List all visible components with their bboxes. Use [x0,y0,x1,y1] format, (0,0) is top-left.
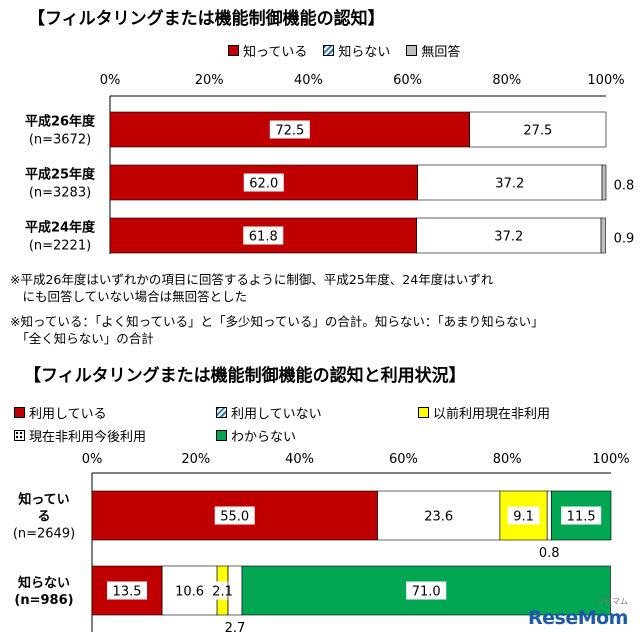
legend-label: 利用している [29,407,107,422]
data-label-box [206,581,239,600]
x-tick-label: 80% [493,452,522,467]
legend-item-no-answer: 無回答 [406,41,460,60]
data-label-box [269,120,310,139]
x-tick-label: 20% [195,73,224,88]
chart1-note-2: にも回答していない場合は無回答とした [10,289,248,304]
bar-segment [600,217,606,254]
data-label: 55.0 [220,510,249,525]
category-label: る [37,510,50,525]
data-label-box [243,226,284,245]
dotted-white-swatch [14,430,25,441]
chart1-title: 【フィルタリングまたは機能制御機能の認知】 [28,9,385,29]
data-label-box [507,506,540,525]
resemom-logo: リセマム ReseMom [528,596,628,629]
legend-label: 利用していない [231,407,322,422]
data-label: 2.7 [225,621,246,633]
legend-item-future-use: 現在非利用今後利用 [14,426,146,445]
legend-label: わからない [231,430,297,445]
data-label: 61.8 [249,230,278,245]
solid-red-swatch [228,45,239,56]
category-label: 平成24年度 [25,220,96,236]
legend-label: 現在非利用今後利用 [29,430,147,445]
data-label: 71.0 [412,585,441,600]
legend-item-dont-know: わからない [216,426,296,445]
data-label: 13.5 [113,585,142,600]
solid-red-swatch [14,407,25,418]
data-label: 11.5 [567,510,596,525]
x-tick-label: 60% [393,73,422,88]
data-label: 10.6 [175,585,204,600]
data-label-box [169,581,210,600]
legend-item-previously-used: 以前利用現在非利用 [418,403,550,422]
legend-item-unknown: 知らない [323,41,390,60]
x-tick-label: 0% [82,452,103,467]
x-tick-label: 40% [294,73,323,88]
data-label-box [561,506,602,525]
data-label-box [488,226,529,245]
data-label-box [517,120,558,139]
x-tick-label: 100% [592,452,629,467]
hatched-blue-swatch [323,45,335,56]
x-tick-label: 40% [285,452,314,467]
category-label: (n=3672) [29,133,91,148]
legend-label: 知っている [243,45,308,60]
data-label-box [418,506,459,525]
gray-swatch [406,45,418,56]
chart1-plot: 0% 20% 40% 60% 80% 100% 平成26年度 (n=3672) 72.5 27.5… [25,73,635,254]
bar-segment [546,490,552,541]
green-swatch [216,430,227,441]
data-label: 37.2 [494,230,523,245]
legend-label: 無回答 [421,45,461,60]
category-label: (n=986) [14,593,73,608]
x-tick-label: 0% [100,73,121,88]
category-label: (n=3283) [29,186,91,201]
data-label: 37.2 [495,177,524,192]
category-label: 知らない [18,575,70,591]
data-label: 9.1 [513,510,534,525]
chart2-title: 【フィルタリングまたは機能制御機能の認知と利用状況】 [24,366,466,386]
legend-item-not-using: 利用していない [216,403,322,422]
data-label-box [214,506,255,525]
hatched-blue-swatch [216,407,227,418]
data-label: 27.5 [523,124,552,139]
data-label: 0.8 [539,546,560,561]
logo-text: ReseMom [528,607,628,629]
x-tick-label: 80% [492,73,521,88]
data-label: 62.0 [249,177,278,192]
x-tick-label: 100% [587,73,624,88]
category-label: 知ってい [18,492,69,508]
legend-item-known: 知っている [228,41,307,60]
category-label: 平成26年度 [25,114,96,130]
data-label-box [489,173,530,192]
data-label-box [107,581,148,600]
data-label-box [243,173,284,192]
chart1-note-1: ※平成26年度はいずれかの項目に回答するように制御、平成25年度、24年度はいず… [10,272,494,287]
chart1-note-4: 「全く知らない」の合計 [10,331,154,346]
category-label: (n=2221) [29,239,91,254]
data-label: 0.8 [614,179,635,194]
data-label: 2.1 [212,585,233,600]
data-label: 23.6 [424,510,453,525]
data-label-box [406,581,447,600]
data-label: 72.5 [275,124,304,139]
data-label: 0.9 [614,232,635,247]
chart1-note-3: ※知っている：「よく知っている」と「多少知っている」の合計。知らない：「あまり知… [10,314,544,329]
legend-item-using: 利用している [14,403,107,422]
logo-sub: リセマム [595,597,628,606]
chart2-plot: 0% 20% 40% 60% 80% 100% 知っている (n=2649) 55.0 23.6 9… [13,452,630,633]
chart1-legend: 知っている 知らない 無回答 [228,41,460,60]
x-tick-label: 60% [389,452,418,467]
legend-label: 知らない [338,45,391,60]
bar-segment [469,111,607,148]
x-tick-label: 20% [181,452,210,467]
category-label: 平成25年度 [25,167,96,183]
category-label: (n=2649) [13,527,75,542]
bar-segment [601,164,607,201]
yellow-swatch [418,407,429,418]
legend-label: 以前利用現在非利用 [433,407,551,422]
